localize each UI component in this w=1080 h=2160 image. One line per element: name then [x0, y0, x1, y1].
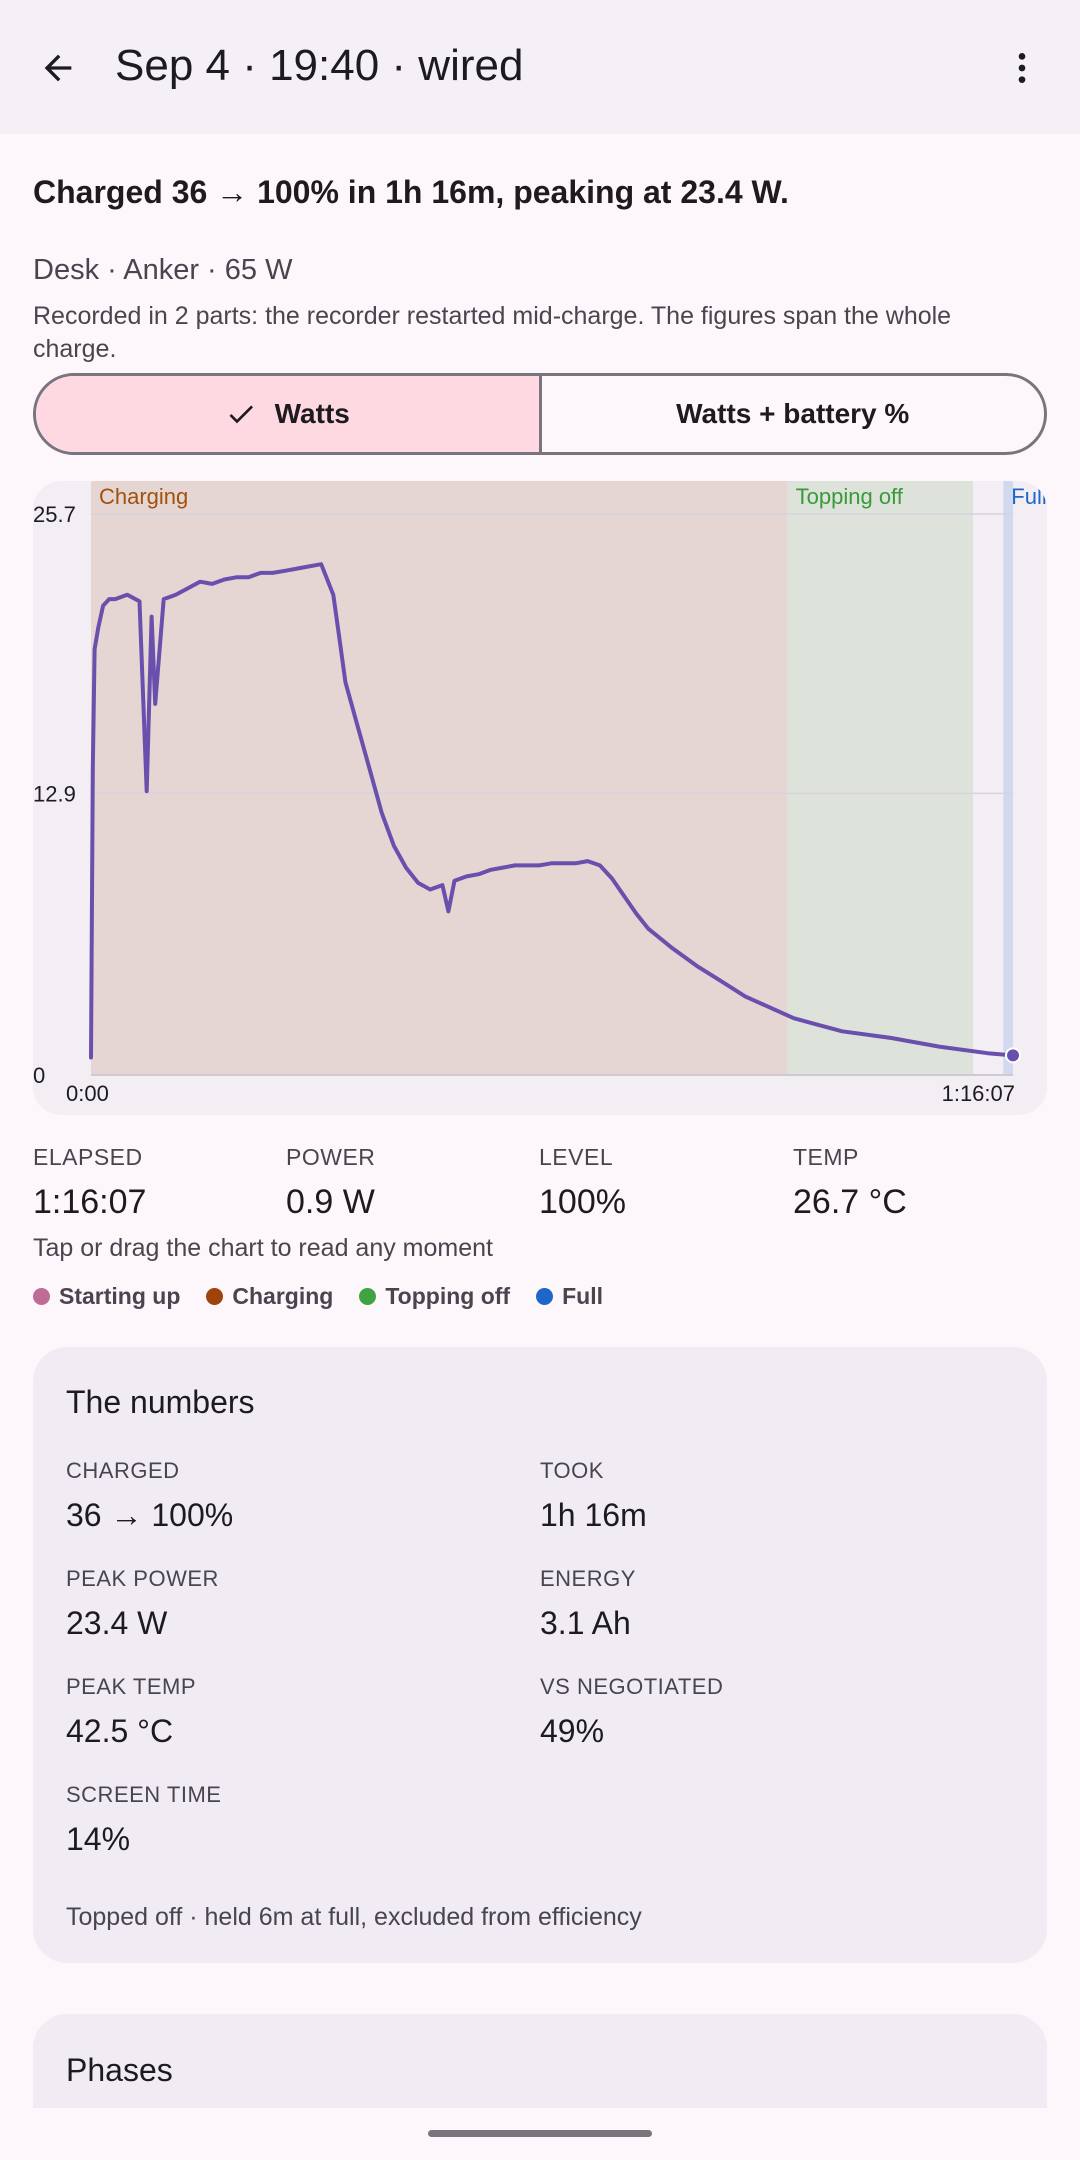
watts-toggle-button[interactable]: Watts: [36, 376, 542, 452]
metric-value: 100%: [539, 1183, 626, 1221]
recording-note: Recorded in 2 parts: the recorder restar…: [33, 302, 952, 363]
stat-charged: CHARGED 36 → 100%: [66, 1457, 233, 1535]
stat-label: CHARGED: [66, 1458, 180, 1483]
phase-band-2: [1003, 481, 1013, 1075]
phase-band-0: [91, 481, 788, 1075]
metric-value: 26.7 °C: [793, 1183, 907, 1221]
stat-value: 36 → 100%: [66, 1497, 234, 1533]
stat-screen-time: SCREEN TIME 14%: [66, 1781, 221, 1859]
phase-legend: Starting up Charging Topping off Full: [33, 1283, 629, 1310]
metric-label: POWER: [286, 1144, 376, 1170]
stat-peak-power: PEAK POWER 23.4 W: [66, 1565, 219, 1643]
stat-label: PEAK POWER: [66, 1566, 219, 1591]
home-gesture-bar[interactable]: [428, 2130, 652, 2137]
legend-dot: [536, 1288, 554, 1305]
metric-power: POWER 0.9 W: [286, 1143, 375, 1223]
check-icon: [225, 398, 257, 430]
series-line-0: [89, 562, 1015, 1060]
chart-mode-toggle: Watts Watts + battery %: [33, 373, 1047, 455]
metric-label: LEVEL: [539, 1144, 614, 1170]
legend-item-full: Full: [536, 1283, 603, 1310]
stat-value: 14%: [66, 1821, 131, 1857]
legend-item-topping-off: Topping off: [359, 1283, 510, 1310]
stat-label: TOOK: [540, 1458, 604, 1483]
legend-item-starting-up: Starting up: [33, 1283, 180, 1310]
metric-level: LEVEL 100%: [539, 1143, 626, 1223]
power-chart-svg[interactable]: Charging Topping off Full 25.7 12.9 0 0:00 1:16…: [33, 481, 1047, 1115]
watts-battery-toggle-button[interactable]: Watts + battery %: [542, 376, 1045, 452]
stat-value: 42.5 °C: [66, 1713, 174, 1749]
y-tick-label: 12.9: [33, 781, 76, 806]
legend-dot: [359, 1288, 377, 1305]
legend-label: Charging: [232, 1283, 334, 1309]
metric-elapsed: ELAPSED 1:16:07: [33, 1143, 146, 1223]
metric-value: 1:16:07: [33, 1183, 147, 1221]
arrow-back-icon: [44, 54, 72, 82]
x-tick-label: 1:16:07: [942, 1081, 1015, 1106]
metric-value: 0.9 W: [286, 1183, 375, 1221]
stat-energy: ENERGY 3.1 Ah: [540, 1565, 636, 1643]
numbers-title: The numbers: [66, 1384, 255, 1420]
legend-label: Topping off: [385, 1283, 511, 1309]
watts-battery-toggle-label: Watts + battery %: [676, 398, 910, 429]
legend-item-charging: Charging: [206, 1283, 333, 1310]
stat-value: 3.1 Ah: [540, 1605, 631, 1641]
stat-label: PEAK TEMP: [66, 1674, 197, 1699]
phases-title: Phases: [66, 2052, 173, 2088]
stat-peak-temp: PEAK TEMP 42.5 °C: [66, 1673, 196, 1751]
more-vert-icon: [1018, 53, 1026, 83]
y-tick-label: 0: [33, 1063, 45, 1088]
metric-label: TEMP: [793, 1144, 859, 1170]
x-tick-label: 0:00: [66, 1081, 109, 1106]
charger-info: Desk · Anker · 65 W: [33, 254, 293, 286]
phase-label: Full: [1011, 484, 1046, 509]
chart-hint: Tap or drag the chart to read any moment: [33, 1234, 493, 1262]
more-options-button[interactable]: [990, 34, 1054, 102]
metric-label: ELAPSED: [33, 1144, 143, 1170]
charge-summary: Charged 36 → 100% in 1h 16m, peaking at …: [33, 174, 789, 210]
stat-label: VS NEGOTIATED: [540, 1674, 724, 1699]
phase-label: Topping off: [796, 484, 904, 509]
stat-vs-negotiated: VS NEGOTIATED 49%: [540, 1673, 723, 1751]
phase-band-1: [787, 481, 974, 1075]
efficiency-note: Topped off · held 6m at full, excluded f…: [66, 1903, 642, 1931]
stat-value: 49%: [540, 1713, 605, 1749]
page-title: Sep 4 · 19:40 · wired: [115, 41, 524, 90]
stat-value: 23.4 W: [66, 1605, 168, 1641]
metric-temp: TEMP 26.7 °C: [793, 1143, 907, 1223]
numbers-card: The numbers CHARGED 36 → 100% TOOK 1h 16…: [33, 1347, 1047, 1963]
power-chart[interactable]: Charging Topping off Full 25.7 12.9 0 0:00 1:16…: [33, 481, 1047, 1115]
watts-toggle-label: Watts: [274, 398, 350, 429]
y-tick-label: 25.7: [33, 502, 76, 527]
stat-label: SCREEN TIME: [66, 1782, 222, 1807]
legend-label: Starting up: [59, 1283, 181, 1309]
stat-took: TOOK 1h 16m: [540, 1457, 647, 1535]
stat-label: ENERGY: [540, 1566, 636, 1591]
top-app-bar: Sep 4 · 19:40 · wired: [0, 0, 1080, 134]
stat-value: 1h 16m: [540, 1497, 647, 1533]
back-button[interactable]: [24, 34, 92, 102]
current-point-marker: [1005, 1047, 1021, 1064]
legend-dot: [206, 1288, 224, 1305]
legend-label: Full: [562, 1283, 603, 1309]
phase-label: Charging: [99, 484, 188, 509]
legend-dot: [33, 1288, 50, 1305]
